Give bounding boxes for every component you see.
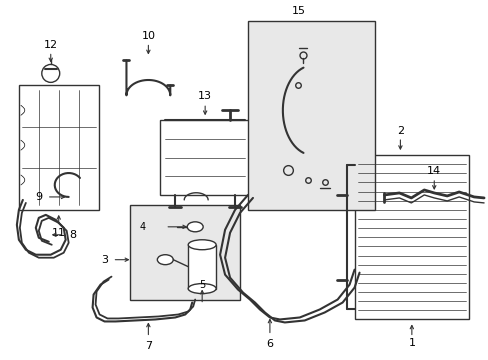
Text: 2: 2: [396, 126, 403, 136]
Bar: [354, 155, 468, 319]
Bar: [130, 205, 240, 300]
Bar: [160, 120, 249, 195]
Bar: [188, 245, 216, 289]
Text: 4: 4: [139, 222, 145, 232]
Text: 9: 9: [35, 192, 42, 202]
Text: 12: 12: [43, 40, 58, 50]
Ellipse shape: [188, 284, 216, 293]
Ellipse shape: [187, 222, 203, 232]
Bar: [130, 205, 240, 300]
Bar: [247, 21, 375, 210]
Text: 11: 11: [52, 228, 65, 238]
Bar: [19, 85, 99, 210]
Bar: [247, 21, 375, 210]
Text: 13: 13: [198, 91, 212, 101]
Text: 1: 1: [407, 338, 414, 348]
Text: 3: 3: [101, 255, 108, 265]
Text: 8: 8: [69, 230, 76, 240]
Text: 6: 6: [266, 339, 273, 349]
Text: 7: 7: [144, 341, 152, 351]
Text: 5: 5: [199, 280, 205, 289]
Text: 10: 10: [141, 31, 155, 41]
Ellipse shape: [188, 240, 216, 250]
Ellipse shape: [157, 255, 173, 265]
Text: 15: 15: [291, 6, 305, 15]
Text: 14: 14: [427, 166, 441, 176]
